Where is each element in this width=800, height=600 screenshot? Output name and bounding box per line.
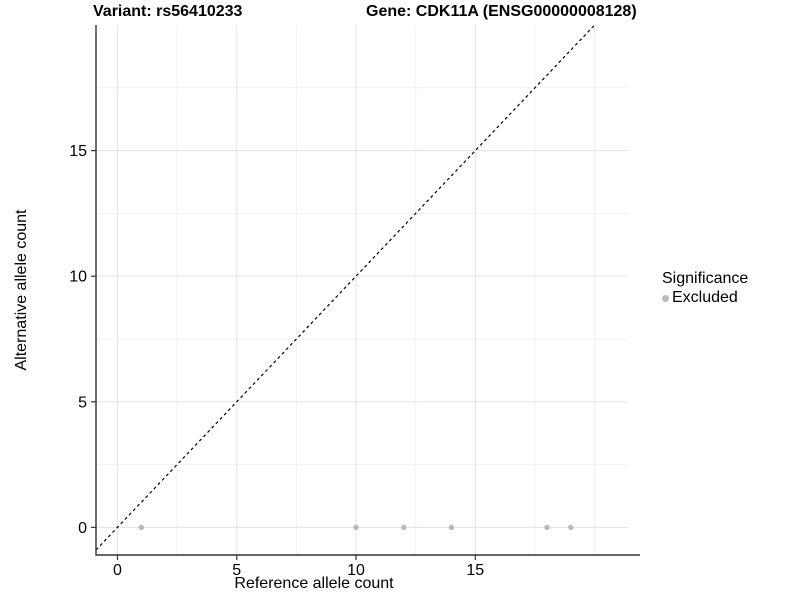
legend-item-label: Excluded bbox=[672, 289, 738, 306]
y-tick-label: 15 bbox=[69, 143, 87, 160]
legend: Significance Excluded bbox=[662, 270, 748, 307]
data-point bbox=[544, 524, 550, 531]
y-axis-label: Alternative allele count bbox=[13, 209, 30, 371]
x-tick-label: 15 bbox=[466, 562, 484, 579]
x-tick-label: 0 bbox=[113, 562, 122, 579]
x-tick-label: 10 bbox=[347, 562, 365, 579]
data-point bbox=[138, 524, 145, 531]
legend-title: Significance bbox=[662, 270, 749, 287]
data-point bbox=[353, 524, 359, 531]
x-axis-label: Reference allele count bbox=[234, 575, 394, 592]
legend-item-excluded: Excluded bbox=[662, 289, 748, 307]
x-tick-label: 5 bbox=[232, 562, 241, 579]
y-tick-label: 0 bbox=[78, 520, 87, 537]
y-tick-label: 10 bbox=[69, 269, 87, 286]
y-tick-label: 5 bbox=[78, 394, 87, 411]
plot-title-gene: Gene: CDK11A (ENSG00000008128) bbox=[366, 3, 637, 20]
data-point bbox=[401, 524, 407, 531]
excluded-point-icon bbox=[662, 294, 669, 302]
data-point bbox=[568, 524, 574, 531]
data-point bbox=[448, 524, 455, 531]
plot-title-variant: Variant: rs56410233 bbox=[93, 3, 243, 20]
identity-line bbox=[95, 24, 596, 551]
